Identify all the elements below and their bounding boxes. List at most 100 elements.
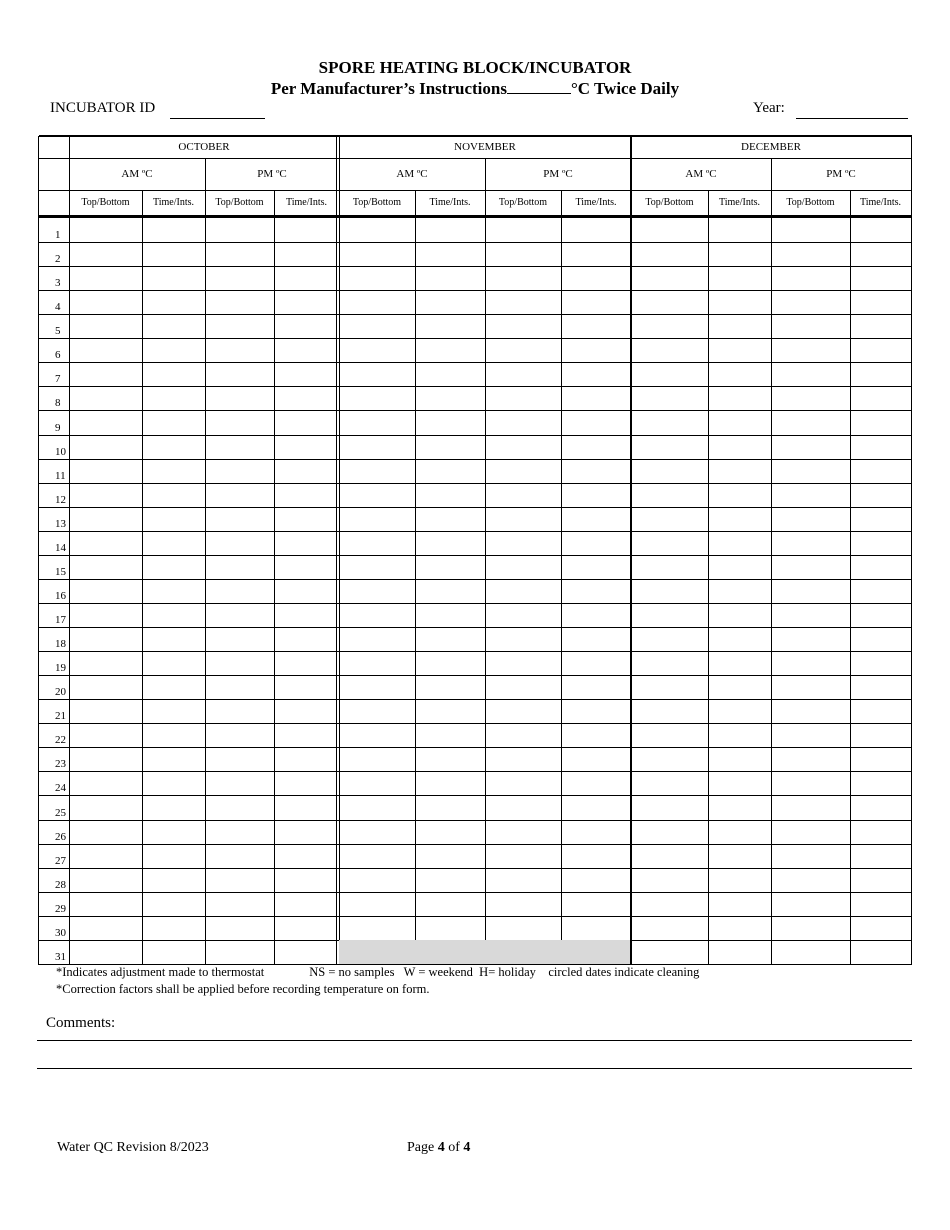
entry-cell[interactable] [205,338,275,363]
entry-cell[interactable] [850,892,912,917]
entry-cell[interactable] [708,314,772,339]
entry-cell[interactable] [850,603,912,628]
entry-cell[interactable] [631,531,709,556]
entry-cell[interactable] [485,627,562,652]
entry-cell[interactable] [708,386,772,411]
entry-cell[interactable] [142,290,206,315]
entry-cell[interactable] [205,314,275,339]
entry-cell[interactable] [561,483,632,508]
entry-cell[interactable] [850,314,912,339]
entry-cell[interactable] [631,483,709,508]
entry-cell[interactable] [205,892,275,917]
entry-cell[interactable] [485,844,562,869]
entry-cell[interactable] [631,771,709,796]
entry-cell[interactable] [205,507,275,532]
entry-cell[interactable] [485,531,562,556]
entry-cell[interactable] [339,531,416,556]
entry-cell[interactable] [205,555,275,580]
entry-cell[interactable] [771,603,851,628]
entry-cell[interactable] [142,916,206,941]
entry-cell[interactable] [561,795,632,821]
entry-cell[interactable] [274,459,340,484]
entry-cell[interactable] [415,218,486,243]
entry-cell[interactable] [771,362,851,387]
entry-cell[interactable] [274,314,340,339]
entry-cell[interactable] [850,868,912,893]
entry-cell[interactable] [415,820,486,845]
entry-cell[interactable] [631,362,709,387]
entry-cell[interactable] [415,338,486,363]
entry-cell[interactable] [708,603,772,628]
entry-cell[interactable] [142,675,206,700]
entry-cell[interactable] [631,386,709,411]
entry-cell[interactable] [561,868,632,893]
entry-cell[interactable] [771,892,851,917]
entry-cell[interactable] [708,771,772,796]
entry-cell[interactable] [142,459,206,484]
entry-cell[interactable] [485,723,562,748]
entry-cell[interactable] [69,651,143,676]
entry-cell[interactable] [485,579,562,604]
entry-cell[interactable] [205,290,275,315]
entry-cell[interactable] [274,603,340,628]
entry-cell[interactable] [708,579,772,604]
entry-cell[interactable] [274,435,340,460]
entry-cell[interactable] [142,218,206,243]
entry-cell[interactable] [142,723,206,748]
entry-cell[interactable] [339,338,416,363]
entry-cell[interactable] [485,555,562,580]
entry-cell[interactable] [850,459,912,484]
entry-cell[interactable] [274,868,340,893]
entry-cell[interactable] [69,603,143,628]
entry-cell[interactable] [339,795,416,821]
entry-cell[interactable] [415,362,486,387]
entry-cell[interactable] [561,290,632,315]
entry-cell[interactable] [485,410,562,436]
entry-cell[interactable] [142,868,206,893]
entry-cell[interactable] [771,290,851,315]
entry-cell[interactable] [69,314,143,339]
entry-cell[interactable] [142,795,206,821]
entry-cell[interactable] [205,266,275,291]
entry-cell[interactable] [205,242,275,267]
entry-cell[interactable] [708,218,772,243]
entry-cell[interactable] [771,820,851,845]
entry-cell[interactable] [561,435,632,460]
entry-cell[interactable] [274,555,340,580]
entry-cell[interactable] [142,338,206,363]
entry-cell[interactable] [274,410,340,436]
entry-cell[interactable] [415,916,486,941]
entry-cell[interactable] [415,555,486,580]
entry-cell[interactable] [69,531,143,556]
entry-cell[interactable] [415,386,486,411]
entry-cell[interactable] [485,459,562,484]
entry-cell[interactable] [708,627,772,652]
entry-cell[interactable] [69,723,143,748]
entry-cell[interactable] [708,940,772,965]
entry-cell[interactable] [850,675,912,700]
entry-cell[interactable] [415,579,486,604]
entry-cell[interactable] [485,603,562,628]
entry-cell[interactable] [142,820,206,845]
entry-cell[interactable] [485,386,562,411]
entry-cell[interactable] [561,627,632,652]
entry-cell[interactable] [415,603,486,628]
year-field[interactable] [796,118,908,119]
entry-cell[interactable] [771,218,851,243]
entry-cell[interactable] [485,747,562,772]
entry-cell[interactable] [274,723,340,748]
entry-cell[interactable] [274,747,340,772]
entry-cell[interactable] [485,651,562,676]
entry-cell[interactable] [205,651,275,676]
entry-cell[interactable] [485,868,562,893]
entry-cell[interactable] [142,314,206,339]
entry-cell[interactable] [631,795,709,821]
entry-cell[interactable] [69,699,143,724]
entry-cell[interactable] [69,916,143,941]
entry-cell[interactable] [274,338,340,363]
entry-cell[interactable] [415,290,486,315]
entry-cell[interactable] [631,940,709,965]
entry-cell[interactable] [708,266,772,291]
entry-cell[interactable] [339,675,416,700]
entry-cell[interactable] [69,747,143,772]
